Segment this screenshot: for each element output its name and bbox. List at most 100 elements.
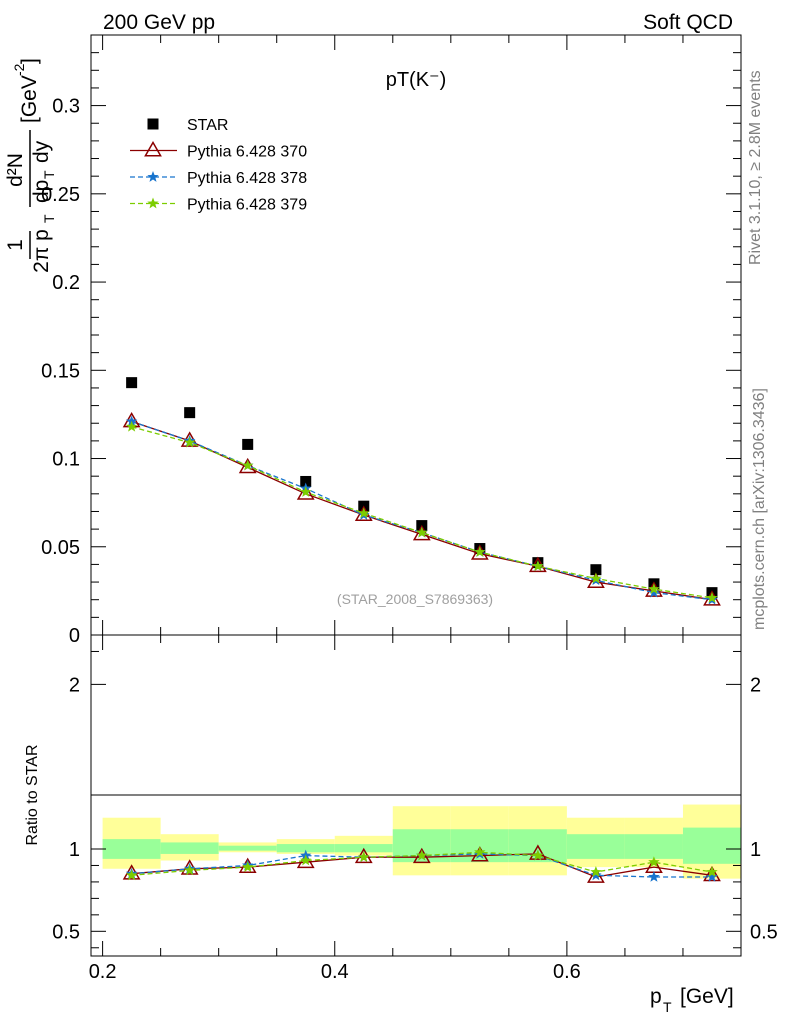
y-tick-label: 0.15 (41, 360, 80, 382)
legend: STAR Pythia 6.428 370 Pythia 6.428 378 Pyth… (130, 117, 307, 214)
y-tick-label: 0.2 (52, 272, 80, 294)
ratio-point (300, 854, 312, 866)
main-panel: 0 0.05 0.1 0.15 0.2 0.25 0.3 pT(K⁻) (STAR_2008… (4, 34, 742, 647)
data-point (590, 572, 602, 584)
ratio-point (706, 866, 718, 877)
data-point (296, 484, 315, 500)
ratio-plot-frame (90, 634, 742, 957)
ratio-point (532, 849, 544, 861)
ratio-y-tick-label: 0.5 (52, 921, 80, 943)
ratio-point (474, 846, 486, 858)
data-point (648, 583, 660, 594)
uncertainty-band-green (682, 827, 741, 864)
data-point (474, 546, 486, 557)
ratio-y-tick-label: 2 (69, 674, 80, 696)
xlabel-sub: T (663, 999, 672, 1015)
data-point (125, 420, 138, 432)
legend-label: Pythia 6.428 370 (187, 144, 307, 161)
ratio-point (412, 847, 431, 864)
ratio-uncertainty-bands (102, 804, 741, 879)
ratio-point (358, 851, 370, 863)
series-line (131, 420, 713, 601)
ratio-point (590, 866, 602, 877)
ratio-y-tick-label: 1 (69, 839, 80, 861)
data-point (590, 564, 602, 576)
y-tick-label: 0 (69, 625, 80, 647)
ratio-point (648, 856, 660, 867)
ratio-point (242, 861, 254, 872)
ratio-point (416, 849, 428, 861)
ylabel-unit-close: ] (18, 58, 41, 64)
series-pythia-6-428-378 (125, 415, 718, 605)
main-series-group (122, 377, 721, 606)
ratio-y-axis-label: Ratio to STAR (24, 744, 41, 845)
legend-label: Pythia 6.428 378 (187, 170, 307, 187)
series-line (131, 426, 713, 599)
ratio-point (528, 844, 547, 860)
data-point (412, 524, 431, 541)
legend-item-star: STAR (147, 117, 228, 134)
uncertainty-band-green (566, 834, 625, 859)
legend-marker (144, 140, 162, 157)
ylabel-frac-num: 1 (4, 239, 27, 251)
x-axis: 0.2 0.4 0.6 (89, 35, 742, 983)
energy-label: 200 GeV pp (103, 11, 215, 34)
ratio-y-axis: 0.5 0.5 1 1 2 2 (52, 650, 778, 949)
legend-item-pythia-6-428-379: Pythia 6.428 379 (130, 197, 307, 214)
ratio-series-pythia-6-428-379 (125, 846, 718, 881)
rivet-label: Rivet 3.1.10, ≥ 2.8M events (747, 70, 764, 265)
ylabel-unit-exp: -2 (11, 63, 27, 76)
xlabel-p: p (650, 985, 662, 1008)
main-y-axis-label: 1 2π p T d²N dp T dy [GeV -2 ] (4, 58, 57, 273)
legend-marker (147, 197, 159, 209)
data-point (706, 591, 718, 603)
data-point (242, 438, 254, 450)
ratio-y-tick-label-right: 0.5 (750, 921, 778, 943)
x-tick-label: 0.4 (321, 961, 349, 983)
data-point (358, 507, 370, 519)
legend-label: Pythia 6.428 379 (187, 197, 307, 214)
x-axis-label: p T [GeV] (650, 985, 734, 1015)
analysis-watermark: (STAR_2008_S7869363) (337, 591, 493, 607)
uncertainty-band-green (160, 842, 219, 854)
uncertainty-band-green (102, 839, 161, 859)
x-tick-label: 0.2 (89, 961, 117, 983)
data-point (300, 475, 312, 487)
ylabel-den-sub: T (41, 214, 57, 223)
ratio-panel: 0.5 0.5 1 1 2 2 0.2 0.4 0.6 Ratio to STAR p T [… (24, 35, 778, 1015)
ratio-y-tick-label-right: 2 (750, 674, 761, 696)
mcplots-label: mcplots.cern.ch [arXiv:1306.3436] (751, 388, 768, 630)
ratio-point (125, 869, 138, 881)
data-point (184, 407, 196, 419)
ratio-point (706, 871, 718, 882)
series-line (131, 420, 713, 601)
data-point (532, 560, 544, 571)
uncertainty-band-green (218, 845, 277, 851)
y-tick-label: 0.25 (41, 184, 80, 206)
ylabel-dpt-sub: T (41, 170, 57, 179)
data-point (648, 586, 660, 598)
y-tick-label: 0.05 (41, 537, 80, 559)
xlabel-unit: [GeV] (680, 985, 734, 1008)
legend-marker (147, 171, 159, 182)
y-tick-label: 0.1 (52, 449, 80, 471)
ylabel-dpt: dp (30, 180, 53, 203)
ylabel-frac-den: 2π p (30, 229, 53, 273)
data-point (126, 377, 138, 389)
ylabel-d2n: d²N (4, 153, 27, 187)
uncertainty-band-green (276, 844, 335, 853)
series-pythia-6-428-379 (125, 420, 718, 603)
data-point (300, 486, 312, 497)
data-point (184, 436, 196, 448)
ratio-point (590, 869, 602, 881)
series-pythia-6-428-370 (122, 411, 721, 606)
legend-label: STAR (187, 117, 228, 134)
ratio-point (703, 865, 721, 882)
legend-item-pythia-6-428-378: Pythia 6.428 378 (130, 170, 307, 187)
main-y-axis: 0 0.05 0.1 0.15 0.2 0.25 0.3 (41, 34, 741, 647)
plot-title: pT(K⁻) (386, 69, 447, 91)
uncertainty-band-green (624, 834, 683, 859)
data-point (238, 457, 257, 474)
ratio-point (184, 864, 196, 876)
